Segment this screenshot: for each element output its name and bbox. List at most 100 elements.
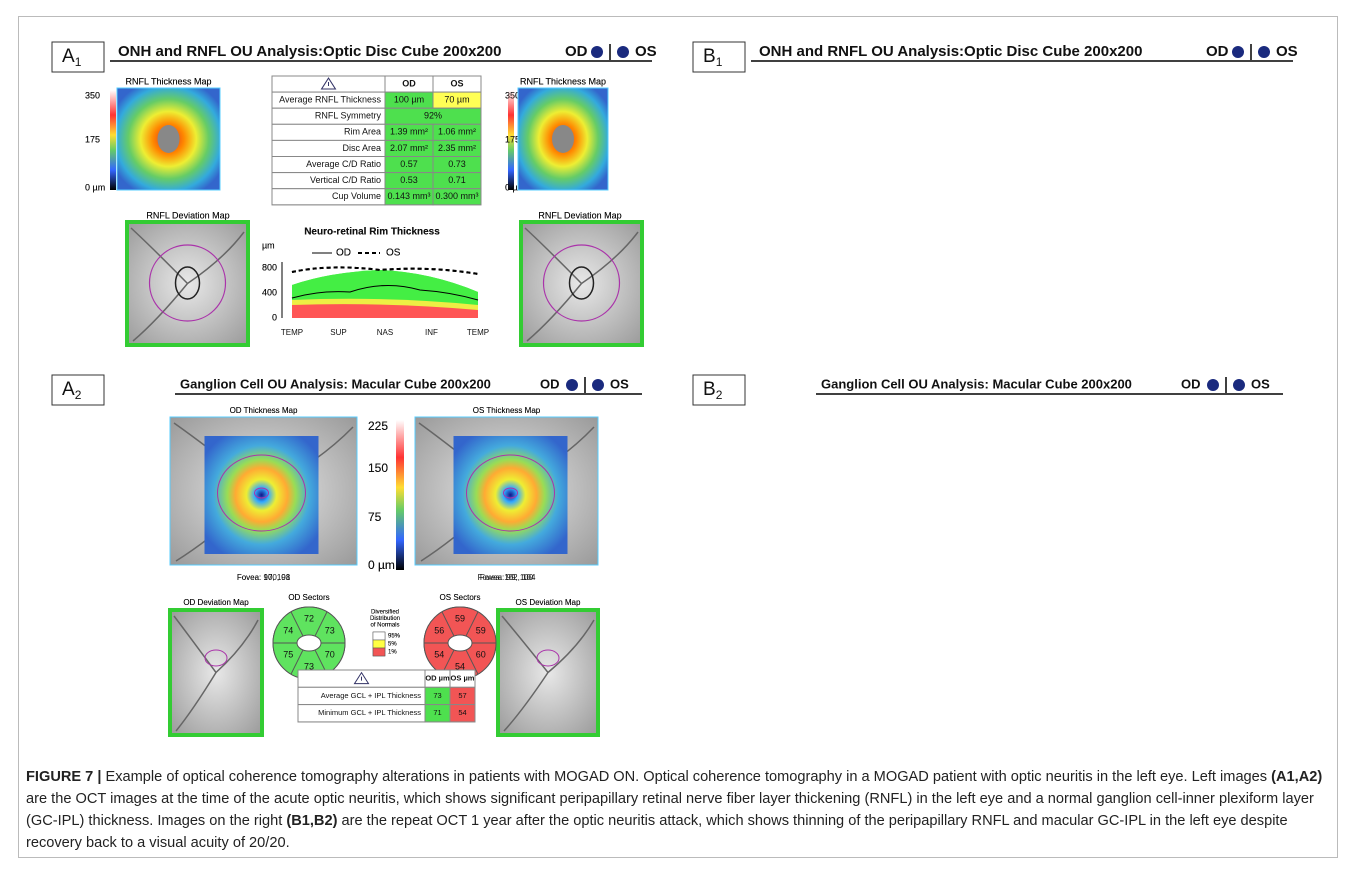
vessel xyxy=(501,615,595,732)
eye-dot xyxy=(1233,379,1245,391)
scan-circle xyxy=(542,244,621,322)
fovea-label: Fovea: 99, 100 xyxy=(480,573,534,582)
scale-label: 150 xyxy=(368,461,388,475)
legend-label: 1% xyxy=(388,650,397,656)
map-title: OS Thickness Map xyxy=(473,406,541,415)
eye-label: OS xyxy=(610,376,629,391)
od-line xyxy=(291,284,479,301)
eye-label: OS xyxy=(635,43,657,60)
sector-value: 73 xyxy=(304,661,314,671)
eye-dot xyxy=(617,46,629,58)
eye-dot xyxy=(592,379,604,391)
vessel xyxy=(130,227,245,342)
legend-title: of Normals xyxy=(370,623,399,629)
sector-value: 59 xyxy=(476,625,486,635)
table-row-label: Disc Area xyxy=(342,143,381,153)
panel-title: ONH and RNFL OU Analysis:Optic Disc Cube… xyxy=(118,43,501,60)
figure-frame xyxy=(18,16,1338,858)
scan-ellipse xyxy=(466,454,555,532)
panel-label: A2 xyxy=(62,379,82,402)
table-header: OD µm xyxy=(425,674,450,683)
legend-label: OD xyxy=(336,248,351,259)
caption-ref: (A1,A2) xyxy=(1271,769,1323,785)
table-header: OD xyxy=(402,78,416,88)
eye-label: OS xyxy=(1251,376,1270,391)
scale-label: 350 xyxy=(505,90,520,100)
table-value: 0.143 mm³ xyxy=(387,191,430,201)
eye-label: OD xyxy=(565,43,588,60)
map-title: RNFL Thickness Map xyxy=(520,76,606,86)
table-value: 1.39 mm² xyxy=(390,127,428,137)
table-row-label: Average RNFL Thickness xyxy=(279,95,381,105)
eye-label: OD xyxy=(540,376,560,391)
table-value: 0.300 mm³ xyxy=(435,191,478,201)
sector-title: OS Sectors xyxy=(440,593,481,602)
scale-label: 0 µm xyxy=(368,558,395,572)
scale-label: 150 xyxy=(368,461,388,475)
table-value: 100 µm xyxy=(394,95,424,105)
sector-value: 60 xyxy=(476,649,486,659)
panel-title: Ganglion Cell OU Analysis: Macular Cube … xyxy=(180,376,491,391)
fovea-label: Fovea: 102, 104 xyxy=(478,573,536,582)
sector-value: 54 xyxy=(455,661,465,671)
scale-label: 350 xyxy=(85,90,100,100)
y-tick-label: 0 xyxy=(272,312,277,322)
table-row-label: Average C/D Ratio xyxy=(306,159,381,169)
panel-label-letter: A xyxy=(62,46,75,67)
sector-divider xyxy=(290,611,304,637)
warning-icon xyxy=(353,671,370,685)
table-row-label: Vertical C/D Ratio xyxy=(310,175,381,185)
scale-label: 75 xyxy=(368,510,382,524)
eye-label: OD xyxy=(1181,376,1201,391)
map-title: OS Deviation Map xyxy=(516,598,581,607)
eye-dot xyxy=(591,46,603,58)
color-bar xyxy=(508,90,514,190)
scale-label: 0 µm xyxy=(505,182,525,192)
sector-value: 72 xyxy=(304,613,314,623)
table-value: 2.07 mm² xyxy=(390,143,428,153)
color-bar xyxy=(396,420,404,570)
legend-label: 95% xyxy=(388,634,401,640)
chart-title: Neuro-retinal Rim Thickness xyxy=(304,227,440,238)
panel-title: ONH and RNFL OU Analysis:Optic Disc Cube… xyxy=(759,43,1142,60)
sector-center xyxy=(447,634,473,652)
y-tick-label: 800 xyxy=(262,262,277,272)
y-tick-label: 400 xyxy=(262,287,277,297)
legend-label: OS xyxy=(386,248,401,259)
map-title: OD Deviation Map xyxy=(183,598,249,607)
table-row-label: Rim Area xyxy=(344,127,381,137)
color-bar xyxy=(110,90,116,190)
panel-label-box xyxy=(692,41,746,73)
table-value: 71 xyxy=(433,708,441,717)
sector-value: 75 xyxy=(283,649,293,659)
fovea-ellipse xyxy=(204,649,228,667)
scale-label: 0 µm xyxy=(368,558,395,572)
table-cell xyxy=(449,704,476,723)
fovea-ellipse xyxy=(536,649,560,667)
legend-label: 95% xyxy=(388,634,401,640)
eye-label: OD xyxy=(1206,43,1229,60)
panel-label-letter: B xyxy=(703,379,716,400)
legend-title: of Normals xyxy=(370,623,399,629)
axis-unit: µm xyxy=(262,240,275,250)
legend-title: Diversified xyxy=(371,610,399,616)
sector-value: 73 xyxy=(325,625,335,635)
map-title: RNFL Thickness Map xyxy=(125,76,211,86)
sector-center xyxy=(296,634,322,652)
x-tick-label: INF xyxy=(425,328,438,337)
panel-label-box xyxy=(51,374,105,406)
panel-label-box xyxy=(51,41,105,73)
y-tick-label: 800 xyxy=(262,262,277,272)
table-header: OS µm xyxy=(451,674,475,683)
y-tick-label: 0 xyxy=(272,312,277,322)
legend-label: OD xyxy=(336,248,351,259)
eye-dot xyxy=(1258,46,1270,58)
scale-label: 75 xyxy=(368,510,382,524)
scale-label: 175 xyxy=(505,134,520,144)
disc-outline xyxy=(568,266,595,300)
caption-label: FIGURE 7 | xyxy=(26,769,102,785)
sector-value: 54 xyxy=(434,649,444,659)
caption-text: Example of optical coherence tomography … xyxy=(101,769,1272,785)
